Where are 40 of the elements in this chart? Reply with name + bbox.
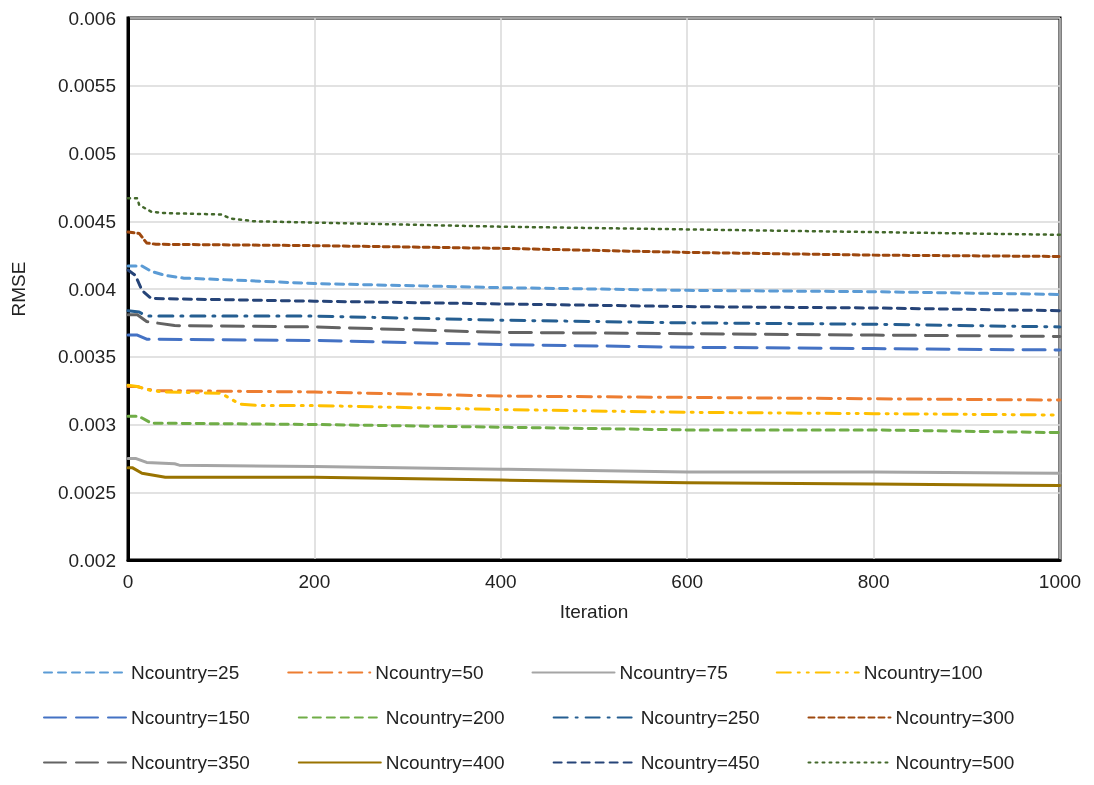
y-tick-label: 0.0055 [57, 75, 116, 97]
y-tick-label: 0.0045 [57, 210, 116, 232]
y-tick-label: 0.004 [68, 278, 117, 300]
line-series [126, 268, 1062, 313]
y-tick-label: 0.005 [68, 143, 116, 164]
x-tick-label: 1000 [1038, 571, 1082, 592]
legend-label: Ncountry=500 [895, 752, 1015, 773]
x-tick-label: 200 [298, 571, 331, 592]
legend-label: Ncountry=25 [131, 662, 240, 683]
y-tick-label: 0.006 [68, 7, 116, 29]
line-series [126, 313, 1062, 338]
legend-label: Ncountry=300 [895, 707, 1015, 728]
x-tick-label: 600 [671, 571, 704, 592]
x-tick-label: 400 [484, 571, 517, 592]
legend-label: Ncountry=400 [385, 752, 505, 773]
legend-label: Ncountry=75 [619, 662, 728, 683]
legend-label: Ncountry=250 [640, 707, 760, 728]
line-series [126, 264, 1062, 296]
line-series [126, 230, 1062, 258]
y-tick-label: 0.003 [68, 414, 116, 435]
x-tick-label: 0 [122, 571, 134, 592]
y-tick-label: 0.0025 [57, 481, 116, 503]
line-series [126, 333, 1062, 352]
y-axis-title: RMSE [8, 261, 29, 317]
line-series [126, 309, 1062, 329]
line-series [126, 196, 1062, 237]
legend-label: Ncountry=450 [640, 752, 760, 773]
y-tick-label: 0.0035 [57, 346, 116, 368]
x-tick-label: 800 [857, 571, 890, 592]
legend-label: Ncountry=50 [375, 662, 484, 683]
x-axis-title: Iteration [559, 601, 629, 622]
line-series [126, 414, 1062, 435]
legend-label: Ncountry=350 [131, 752, 250, 773]
line-series [126, 385, 1062, 402]
y-tick-label: 0.002 [68, 549, 116, 571]
legend-label: Ncountry=150 [131, 707, 250, 728]
legend-label: Ncountry=100 [863, 662, 983, 683]
line-series [126, 456, 1062, 475]
legend-label: Ncountry=200 [385, 707, 505, 728]
line-series [126, 466, 1062, 487]
